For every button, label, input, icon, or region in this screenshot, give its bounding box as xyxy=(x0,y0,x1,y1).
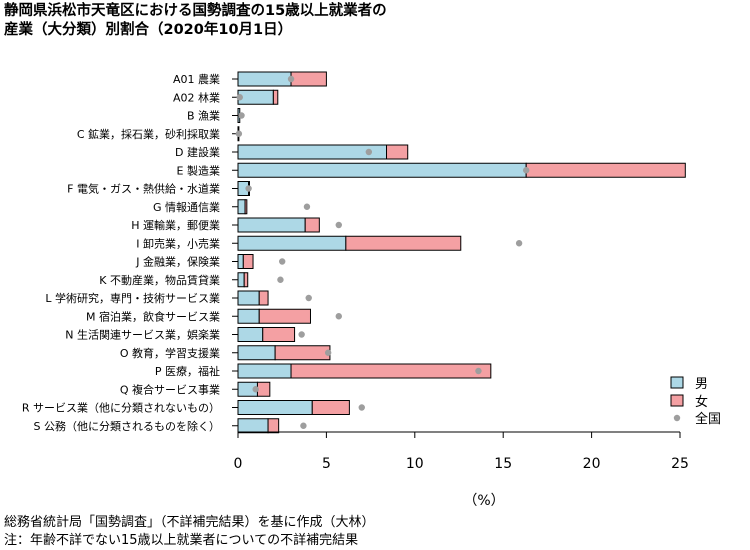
category-label: F 電気・ガス・熱供給・水道業 xyxy=(67,182,220,196)
bar-male xyxy=(237,89,274,105)
x-tick-label: 10 xyxy=(406,456,424,472)
bar-female xyxy=(290,71,327,87)
national-marker xyxy=(236,94,243,101)
category-label: E 製造業 xyxy=(177,163,220,177)
bar-female xyxy=(242,254,254,269)
chart-title-line2: 産業（大分類）別割合（2020年10月1日） xyxy=(4,22,293,38)
x-axis: 0 5 10 15 20 25 （%） xyxy=(234,431,689,509)
national-marker xyxy=(365,148,373,156)
category-label: A01 農業 xyxy=(173,72,220,86)
bar-male xyxy=(237,327,264,342)
category-label: D 建設業 xyxy=(175,145,220,159)
national-marker xyxy=(335,221,342,229)
x-tick-label: 25 xyxy=(671,456,689,472)
bars xyxy=(237,71,686,434)
category-label: S 公務（他に分類されるものを除く） xyxy=(34,419,220,433)
x-axis-label: （%） xyxy=(463,493,504,509)
national-marker xyxy=(324,349,332,356)
national-marker xyxy=(298,331,305,338)
legend-swatch-female xyxy=(670,394,684,407)
legend-swatch-male xyxy=(670,376,684,389)
bar-female xyxy=(262,327,296,342)
footnote: 注：年齢不詳でない15歳以上就業者についての不詳補完結果 xyxy=(4,533,359,548)
bar-male xyxy=(237,162,527,178)
national-marker xyxy=(300,422,307,429)
national-marker xyxy=(305,294,312,302)
category-label: A02 林業 xyxy=(173,90,220,104)
category-label: C 鉱業，採石業，砂利採取業 xyxy=(77,127,220,141)
bar-male xyxy=(237,217,306,233)
national-markers xyxy=(235,75,530,429)
bar-female xyxy=(290,363,492,379)
national-marker xyxy=(287,75,295,83)
chart-title: 静岡県浜松市天竜区における国勢調査の15歳以上就業者の 産業（大分類）別割合（2… xyxy=(4,2,744,40)
bar-female xyxy=(256,381,271,397)
category-label: L 学術研究，専門・技術サービス業 xyxy=(45,291,220,305)
bar-male xyxy=(237,308,260,324)
category-label: P 医療，福祉 xyxy=(155,364,220,378)
legend-marker-national xyxy=(673,414,681,422)
bar-male xyxy=(237,363,292,379)
national-marker xyxy=(235,130,243,137)
legend-label-national: 全国 xyxy=(695,411,721,427)
bar-male xyxy=(237,400,313,415)
category-label: R サービス業（他に分類されないもの） xyxy=(22,402,220,415)
x-tick-label: 15 xyxy=(494,456,512,472)
category-label: M 宿泊業，飲食サービス業 xyxy=(86,309,220,323)
category-label: B 漁業 xyxy=(187,109,220,123)
national-marker xyxy=(303,203,311,210)
bar-male xyxy=(237,272,245,288)
bar-male xyxy=(237,71,292,87)
category-label: Q 複合サービス事業 xyxy=(120,382,220,396)
category-labels: A01 農業 A02 林業 B 漁業 C 鉱業，採石業，砂利採取業 D 建設業 E 製造業… xyxy=(22,72,238,433)
category-label: I 卸売業，小売業 xyxy=(136,236,220,250)
national-marker xyxy=(277,276,284,283)
category-label: G 情報通信業 xyxy=(153,201,220,214)
bar-male xyxy=(237,144,388,160)
bar-female xyxy=(244,199,248,215)
bar-male xyxy=(237,254,244,269)
bar-female xyxy=(386,144,409,160)
bar-male xyxy=(237,345,276,361)
national-marker xyxy=(515,240,523,247)
category-label: H 運輸業，郵便業 xyxy=(131,218,220,232)
bar-female xyxy=(304,217,320,233)
bar-female xyxy=(267,418,280,434)
bar-female xyxy=(274,345,331,361)
legend-label-female: 女 xyxy=(695,394,708,410)
national-marker xyxy=(522,167,530,174)
category-label: K 不動産業，物品賃貸業 xyxy=(99,273,220,287)
bar-female xyxy=(345,235,462,251)
category-label: N 生活関連サービス業，娯楽業 xyxy=(65,328,220,342)
chart-title-line1: 静岡県浜松市天竜区における国勢調査の15歳以上就業者の xyxy=(4,3,387,19)
national-marker xyxy=(358,404,365,411)
national-marker xyxy=(279,258,286,265)
category-label: O 教育，学習支援業 xyxy=(120,346,220,360)
legend-label-male: 男 xyxy=(695,377,708,392)
national-marker xyxy=(238,112,245,119)
bar-male xyxy=(237,418,269,434)
bar-female xyxy=(258,290,269,306)
x-tick-label: 20 xyxy=(583,456,601,472)
national-marker xyxy=(245,185,252,192)
x-tick-label: 0 xyxy=(234,456,243,472)
bar-female xyxy=(311,400,350,415)
category-label: J 金融業，保険業 xyxy=(135,255,220,269)
bar-male xyxy=(237,199,246,215)
bar-female xyxy=(272,89,279,105)
national-marker xyxy=(475,367,482,375)
national-marker xyxy=(335,313,342,320)
x-tick-label: 5 xyxy=(322,456,331,472)
bar-female xyxy=(258,308,311,324)
bar-male xyxy=(237,290,260,306)
bar-male xyxy=(237,235,347,251)
source-note: 総務省統計局「国勢調査」（不詳補完結果）を基に作成（大林） xyxy=(4,515,375,530)
bar-female xyxy=(525,162,686,178)
bar-female xyxy=(243,272,249,288)
national-marker xyxy=(252,386,259,393)
